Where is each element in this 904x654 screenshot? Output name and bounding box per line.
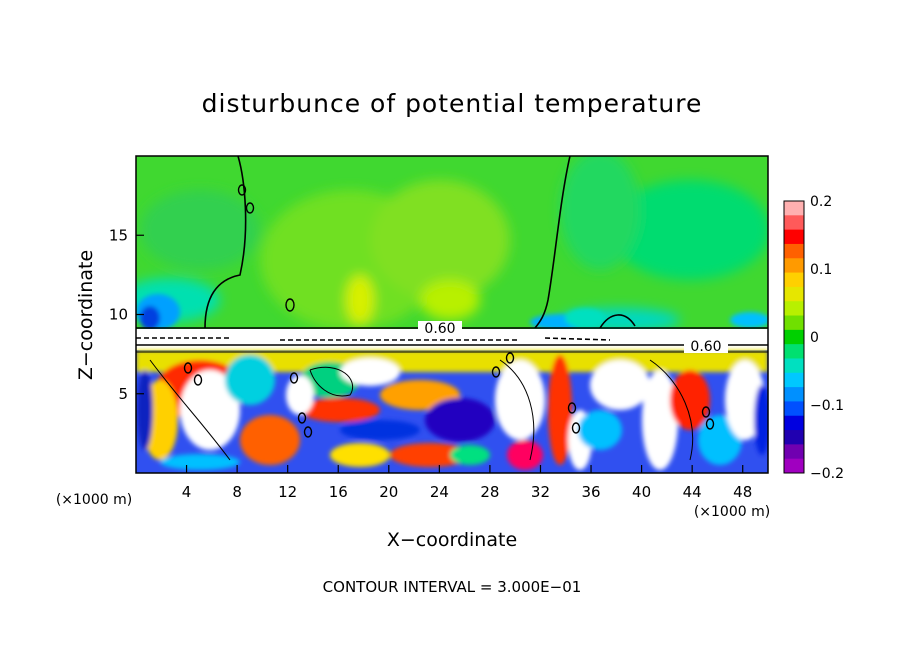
- colorbar-swatch: [784, 372, 804, 388]
- colorbar-swatch: [784, 258, 804, 274]
- x-tick-label: 16: [329, 483, 348, 501]
- colorbar-swatch: [784, 315, 804, 331]
- x-tick-label: 48: [733, 483, 752, 501]
- colorbar-swatch: [784, 415, 804, 431]
- chart-title: disturbunce of potential temperature: [202, 89, 703, 118]
- x-tick-label: 44: [683, 483, 702, 501]
- colorbar-tick-label: 0: [810, 330, 819, 346]
- colorbar-swatch: [784, 430, 804, 445]
- x-tick-label: 8: [232, 483, 242, 501]
- contour-interval-note: CONTOUR INTERVAL = 3.000E−01: [323, 578, 582, 596]
- x-tick-label: 28: [480, 483, 499, 501]
- y-axis: 5 10 15: [109, 226, 144, 403]
- upper-layer-edge: [136, 294, 768, 330]
- y-tick-label: 10: [109, 306, 128, 324]
- x-tick-label: 32: [531, 483, 550, 501]
- lower-layer-swirls: [136, 350, 768, 470]
- x-tick-label: 24: [430, 483, 449, 501]
- colorbar-swatch: [784, 401, 804, 417]
- colorbar-swatch: [784, 272, 804, 288]
- x-axis-unit-right: (×1000 m): [694, 504, 770, 520]
- colorbar-tick-label: −0.2: [810, 466, 844, 482]
- colorbar: [784, 201, 804, 474]
- y-tick-label: 5: [118, 385, 128, 403]
- colorbar-swatch: [784, 444, 804, 460]
- colorbar-swatch: [784, 329, 804, 345]
- x-axis: 4 8 12 16 20 24 28 32 36 40 44 48: [182, 465, 752, 501]
- colorbar-swatch: [784, 344, 804, 359]
- colorbar-tick-label: 0.1: [810, 262, 832, 278]
- x-axis-unit-left: (×1000 m): [56, 492, 132, 508]
- contour-ovals: [183, 184, 715, 438]
- colorbar-swatch: [784, 387, 804, 402]
- y-axis-label: Z−coordinate: [75, 250, 97, 380]
- colorbar-swatch: [784, 358, 804, 374]
- colorbar-swatch: [784, 301, 804, 317]
- plot-area: [136, 156, 768, 473]
- x-tick-label: 12: [278, 483, 297, 501]
- colorbar-labels: 0.2 0.1 0 −0.1 −0.2: [810, 194, 844, 482]
- x-axis-label: X−coordinate: [387, 529, 517, 551]
- colorbar-swatch: [784, 215, 804, 231]
- x-tick-label: 20: [379, 483, 398, 501]
- colorbar-swatch: [784, 458, 804, 474]
- contour-label-2: 0.60: [690, 339, 721, 355]
- x-tick-label: 4: [182, 483, 192, 501]
- x-tick-label: 36: [581, 483, 600, 501]
- upper-layer-shading: [136, 156, 768, 332]
- colorbar-tick-label: −0.1: [810, 398, 844, 414]
- contour-label-1: 0.60: [424, 321, 455, 337]
- colorbar-frame: [783, 200, 805, 474]
- colorbar-swatch: [784, 243, 804, 259]
- x-tick-label: 40: [632, 483, 651, 501]
- colorbar-tick-label: 0.2: [810, 194, 832, 210]
- colorbar-swatch: [784, 229, 804, 245]
- y-tick-label: 15: [109, 226, 128, 244]
- colorbar-swatch: [784, 286, 804, 302]
- colorbar-swatch: [784, 201, 804, 216]
